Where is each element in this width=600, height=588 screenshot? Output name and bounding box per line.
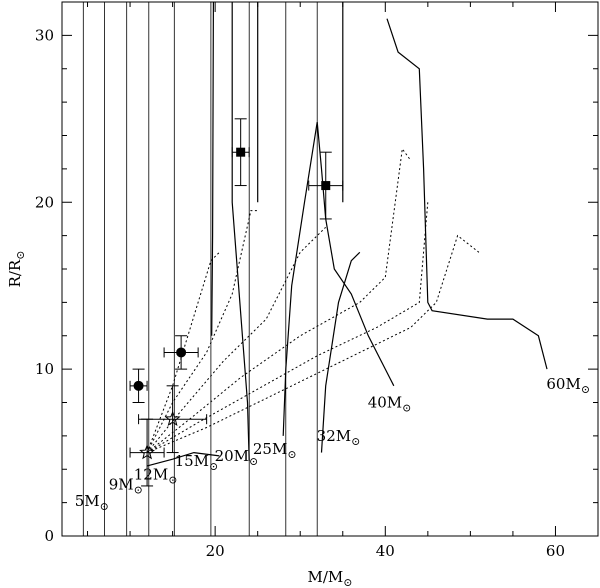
- mass-label: 5M⊙: [75, 492, 109, 513]
- dotted-track-curve: [146, 202, 429, 454]
- dotted-track-curve: [146, 147, 412, 453]
- y-axis-title: R/R⊙: [6, 251, 27, 288]
- solid-track-curve: [146, 451, 220, 467]
- data-point-circle: [176, 347, 187, 358]
- y-tick-label: 0: [44, 527, 54, 545]
- x-tick-label: 20: [206, 542, 225, 560]
- mass-label: 9M⊙: [109, 475, 143, 496]
- solid-track-curve: [320, 251, 361, 453]
- mass-label: 25M⊙: [253, 440, 297, 461]
- dotted-track-curve: [146, 226, 327, 453]
- y-tick-label: 10: [35, 360, 54, 378]
- plot-frame: [61, 1, 599, 537]
- solid-track-curve: [211, 1, 214, 336]
- x-axis-title: M/M⊙: [308, 568, 353, 588]
- dotted-track-curve: [146, 234, 480, 454]
- x-tick-label: 40: [376, 542, 395, 560]
- mass-label: 32M⊙: [317, 427, 361, 448]
- mass-label: 15M⊙: [175, 452, 219, 473]
- plot-area: 20 40 60 0 10 20 30 5M⊙9M⊙12M⊙15M⊙20M⊙25M⊙ 32M⊙ 4…: [35, 1, 599, 560]
- dotted-track-curve: [146, 251, 220, 453]
- dotted-track-curve: [146, 210, 258, 453]
- y-tick-label: 20: [35, 193, 54, 211]
- solid-track-curve: [282, 122, 395, 436]
- solid-track-curve: [386, 18, 548, 370]
- mass-label: 60M⊙: [546, 375, 590, 396]
- mass-label: 12M⊙: [134, 465, 178, 486]
- solid-track-curve: [231, 2, 250, 461]
- data-point-square: [236, 147, 246, 157]
- x-tick-label: 60: [546, 542, 565, 560]
- data-point-star: [139, 444, 156, 460]
- data-point-square: [321, 181, 331, 191]
- mass-label: 20M⊙: [215, 447, 259, 468]
- data-point-star: [164, 410, 181, 427]
- data-point-circle: [133, 380, 144, 391]
- y-tick-label: 30: [35, 26, 54, 44]
- mass-label: 40M⊙: [368, 394, 412, 415]
